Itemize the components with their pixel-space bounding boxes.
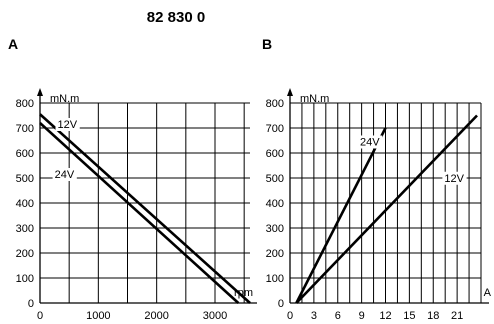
- x-tick-label: 18: [427, 310, 439, 322]
- x-axis-label: A: [484, 287, 492, 299]
- y-tick-label: 200: [16, 248, 34, 260]
- chart-panel-b: B 0 100 200 300 400 500 600 700 800 0 3 6 9 12 15 18 21 mN…: [262, 36, 492, 322]
- y-tick-label: 700: [266, 123, 284, 135]
- series-label: 12V: [58, 119, 78, 131]
- x-tick-label: 12: [379, 310, 391, 322]
- series-label: 24V: [55, 169, 75, 181]
- grid-lines: [290, 102, 482, 303]
- y-tick-label: 600: [266, 148, 284, 160]
- series-label-background: [55, 118, 80, 131]
- series-line: [39, 113, 251, 304]
- x-tick-label: 2000: [144, 310, 168, 322]
- x-tick-label: 1000: [86, 310, 110, 322]
- x-tick-label: 21: [451, 310, 463, 322]
- x-tick-label: 15: [403, 310, 415, 322]
- x-tick-label: 6: [335, 310, 341, 322]
- y-tick-label: 0: [278, 298, 284, 310]
- y-axis-arrow-icon: [287, 88, 293, 96]
- y-tick-label: 0: [28, 298, 34, 310]
- x-tick-label: 0: [287, 310, 293, 322]
- series-label-background: [442, 171, 467, 185]
- series-label: 12V: [444, 173, 464, 185]
- y-axis-arrow-icon: [37, 88, 43, 96]
- series-line: [295, 127, 387, 304]
- panel-label: B: [262, 36, 272, 52]
- y-tick-label: 500: [16, 173, 34, 185]
- series-label: 24V: [360, 137, 380, 149]
- series-line: [295, 114, 478, 304]
- y-tick-label: 800: [16, 98, 34, 110]
- y-axis-label: mN.m: [300, 93, 329, 105]
- x-tick-label: 0: [37, 310, 43, 322]
- x-tick-label: 3000: [203, 310, 227, 322]
- x-tick-label: 3: [311, 310, 317, 322]
- y-tick-label: 300: [16, 223, 34, 235]
- y-tick-label: 100: [266, 273, 284, 285]
- y-tick-label: 800: [266, 98, 284, 110]
- x-axis-label: rpm: [234, 287, 253, 299]
- series-label-background: [52, 168, 77, 181]
- series-label-background: [358, 135, 383, 149]
- y-tick-label: 700: [16, 123, 34, 135]
- x-tick-label: 9: [359, 310, 365, 322]
- chart-panel-a: A 0 100 200 300 400 500 600 700 800 0 1000 2000 3000 m…: [8, 36, 257, 322]
- y-tick-label: 400: [16, 198, 34, 210]
- y-tick-label: 600: [16, 148, 34, 160]
- series-line: [39, 122, 240, 304]
- y-tick-label: 400: [266, 198, 284, 210]
- y-tick-label: 200: [266, 248, 284, 260]
- y-tick-label: 100: [16, 273, 34, 285]
- figure-title: 82 830 0: [147, 9, 205, 26]
- y-tick-label: 300: [266, 223, 284, 235]
- y-axis-label: mN.m: [50, 93, 79, 105]
- panel-label: A: [8, 36, 18, 52]
- y-tick-label: 500: [266, 173, 284, 185]
